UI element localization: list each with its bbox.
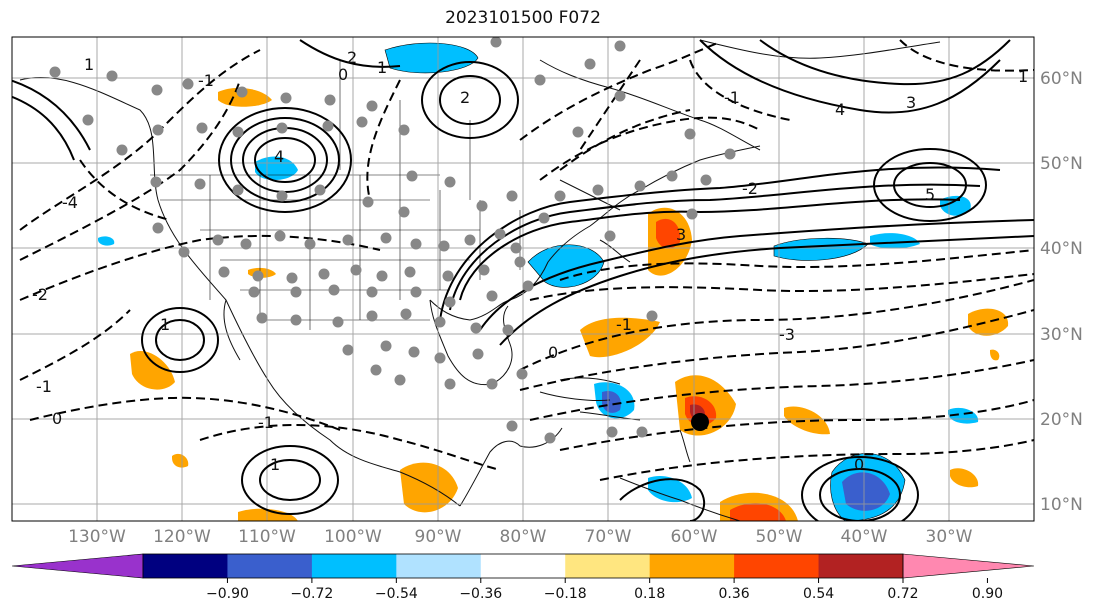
lon-label: 70°W bbox=[585, 527, 632, 547]
contour-label: 1 bbox=[84, 55, 94, 74]
lat-label: 50°N bbox=[1040, 154, 1083, 174]
contour-label: 2 bbox=[460, 88, 470, 107]
contour-label: 3 bbox=[906, 93, 916, 112]
colorbar-frame bbox=[142, 553, 904, 579]
lon-label: 110°W bbox=[238, 527, 296, 547]
colorbar-tick-label: −0.72 bbox=[290, 586, 333, 602]
colorbar-cell bbox=[227, 554, 313, 578]
colorbar-cell bbox=[143, 554, 228, 578]
colorbar-tick-label: 0.36 bbox=[719, 586, 750, 602]
contour-label: 5 bbox=[925, 185, 935, 204]
lon-label: 60°W bbox=[671, 527, 718, 547]
colorbar-tick-label: −0.36 bbox=[459, 586, 502, 602]
contour-label: -1 bbox=[36, 377, 52, 396]
lon-label: 50°W bbox=[756, 527, 803, 547]
station-dots bbox=[49, 37, 736, 444]
colorbar-tick-label: 0.72 bbox=[887, 586, 918, 602]
lat-label: 30°N bbox=[1040, 325, 1083, 345]
colorbar-tick-label: 0.18 bbox=[634, 586, 665, 602]
contour-label: 1 bbox=[160, 315, 170, 334]
colorbar-cells bbox=[143, 554, 904, 578]
lat-label: 10°N bbox=[1040, 495, 1083, 515]
contour-label-group: 0 1 2 -1 -2 2 3 4 5 -3 -4 0 -1 -2 -1 0 1… bbox=[32, 48, 1028, 474]
contour-label: -1 bbox=[258, 413, 274, 432]
contour-label: 1 bbox=[1018, 67, 1028, 86]
longitude-labels: 130°W 120°W 110°W 100°W 90°W 80°W 70°W 6… bbox=[68, 527, 973, 547]
map-title: 2023101500 F072 bbox=[445, 8, 601, 28]
contour-label: 3 bbox=[676, 225, 686, 244]
lon-label: 90°W bbox=[415, 527, 462, 547]
colorbar-cell bbox=[396, 554, 482, 578]
colorbar-tick-label: −0.90 bbox=[206, 586, 249, 602]
colorbar-tick-label: −0.54 bbox=[375, 586, 418, 602]
lon-label: 40°W bbox=[841, 527, 888, 547]
contour-label: -2 bbox=[742, 179, 758, 198]
contour-label: 0 bbox=[548, 343, 558, 362]
contour-label: 0 bbox=[854, 455, 864, 474]
colorbar-tick-label: 0.54 bbox=[803, 586, 834, 602]
contour-label: -2 bbox=[32, 285, 48, 304]
contour-label: -4 bbox=[62, 193, 78, 212]
contour-label: 1 bbox=[377, 58, 387, 77]
lon-label: 100°W bbox=[324, 527, 382, 547]
map-layers: 0 1 2 -1 -2 2 3 4 5 -3 -4 0 -1 -2 -1 0 1… bbox=[12, 37, 1034, 521]
state-borders bbox=[150, 60, 521, 330]
contour-label: 2 bbox=[347, 48, 357, 67]
lon-label: 80°W bbox=[500, 527, 547, 547]
contour-label: -1 bbox=[616, 315, 632, 334]
colorbar-tick-label: −0.18 bbox=[544, 586, 587, 602]
contour-label: -1 bbox=[724, 88, 740, 107]
colorbar-cell bbox=[649, 554, 735, 578]
lat-label: 40°N bbox=[1040, 239, 1083, 259]
map-border bbox=[11, 36, 1035, 522]
contour-label: -3 bbox=[779, 325, 795, 344]
colorbar-cell bbox=[734, 554, 820, 578]
contour-label: -1 bbox=[198, 71, 214, 90]
colorbar-extend-high bbox=[902, 553, 1035, 579]
colorbar-extend-low bbox=[11, 553, 144, 579]
lon-label: 30°W bbox=[926, 527, 973, 547]
lon-label: 120°W bbox=[153, 527, 211, 547]
lon-label: 130°W bbox=[68, 527, 126, 547]
contour-label: 4 bbox=[835, 100, 845, 119]
colorbar: −0.90 −0.72 −0.54 −0.36 −0.18 0.18 0.36 0.54 0.7… bbox=[11, 553, 1035, 602]
positive-contours bbox=[12, 39, 1034, 521]
colorbar-cell bbox=[565, 554, 651, 578]
graticule bbox=[12, 37, 1034, 521]
colorbar-cell bbox=[480, 554, 566, 578]
colorbar-cell bbox=[311, 554, 397, 578]
contour-label: 0 bbox=[338, 65, 348, 84]
contour-label: 1 bbox=[270, 455, 280, 474]
lat-label: 20°N bbox=[1040, 410, 1083, 430]
colorbar-ticks: −0.90 −0.72 −0.54 −0.36 −0.18 0.18 0.36 0.54 0.7… bbox=[206, 578, 1003, 602]
latitude-labels: 60°N 50°N 40°N 30°N 20°N 10°N bbox=[1040, 69, 1083, 515]
colorbar-cell bbox=[818, 554, 904, 578]
lat-label: 60°N bbox=[1040, 69, 1083, 89]
contour-label: 0 bbox=[52, 409, 62, 428]
colorbar-tick-label: 0.90 bbox=[972, 586, 1003, 602]
contour-label: 4 bbox=[274, 147, 284, 166]
cyclone-center-marker bbox=[691, 413, 709, 431]
